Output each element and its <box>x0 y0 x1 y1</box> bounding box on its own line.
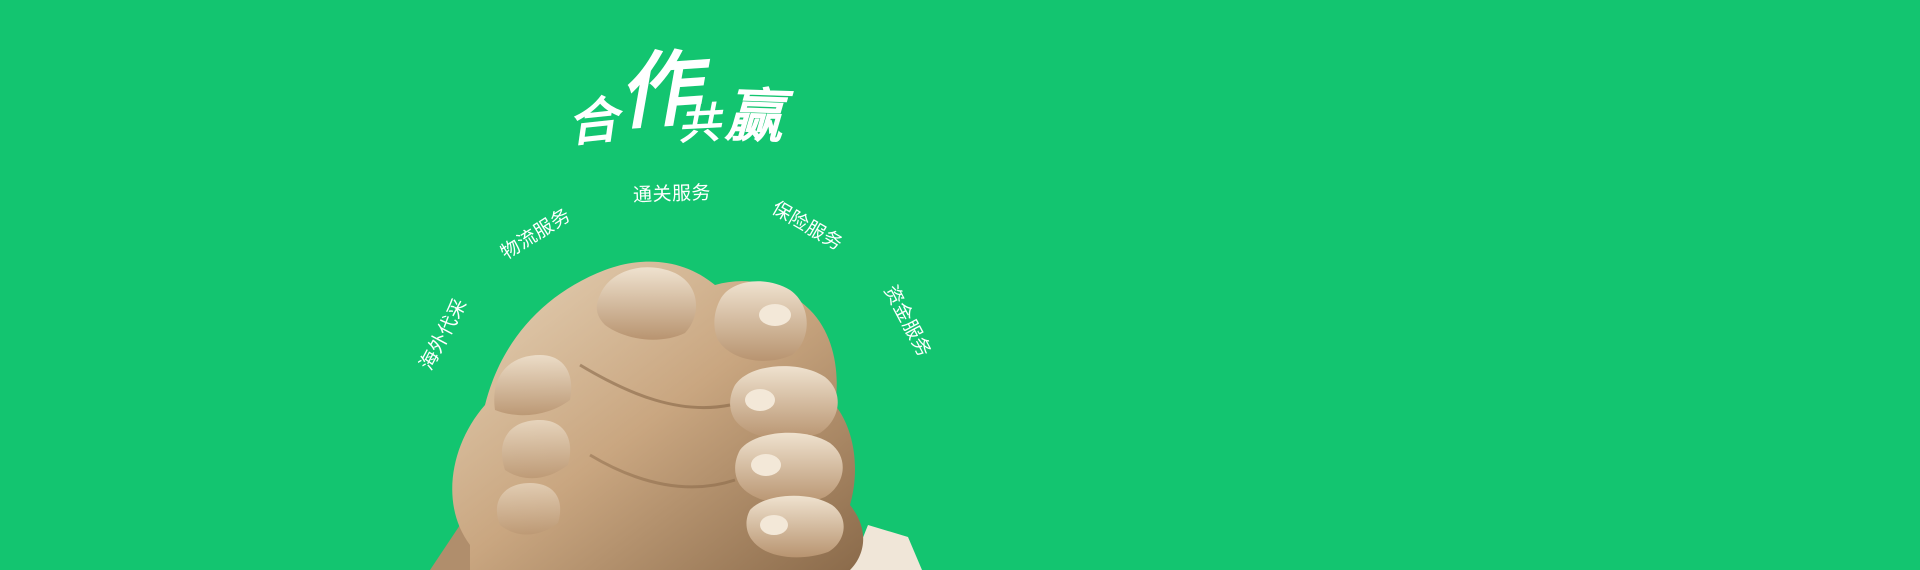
slogan-char-3: 共 <box>676 97 722 150</box>
slogan-char-4: 赢 <box>723 81 785 151</box>
slogan-char-1: 合 <box>565 89 621 154</box>
clasped-hands-icon <box>430 261 922 570</box>
slogan-calligraphy: 合 作 共 赢 <box>560 40 810 165</box>
service-label-insurance[interactable]: 保险服务 <box>767 197 847 256</box>
service-label-customs[interactable]: 通关服务 <box>632 182 712 207</box>
